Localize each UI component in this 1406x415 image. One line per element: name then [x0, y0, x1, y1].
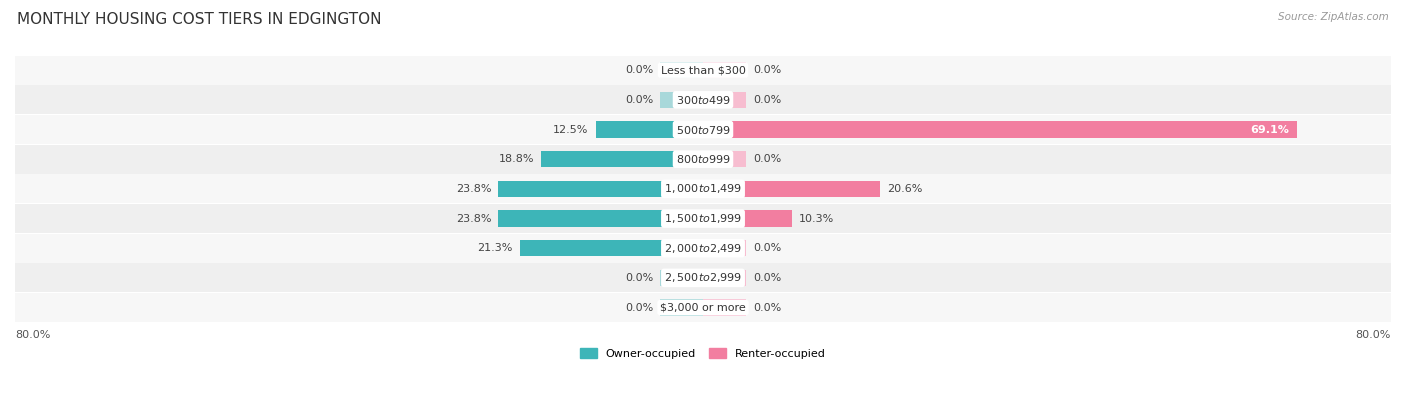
Bar	[596, 121, 703, 138]
Text: 0.0%: 0.0%	[752, 95, 782, 105]
Text: 23.8%: 23.8%	[456, 214, 492, 224]
Text: 69.1%: 69.1%	[1250, 124, 1289, 134]
Text: $500 to $799: $500 to $799	[675, 124, 731, 136]
Bar	[15, 174, 1391, 203]
Bar	[15, 115, 1391, 144]
Text: $300 to $499: $300 to $499	[675, 94, 731, 106]
Text: $2,500 to $2,999: $2,500 to $2,999	[664, 271, 742, 284]
Bar	[15, 264, 1391, 293]
Text: 10.3%: 10.3%	[799, 214, 834, 224]
Text: $800 to $999: $800 to $999	[675, 153, 731, 165]
Bar	[15, 56, 1391, 85]
Bar	[659, 62, 703, 78]
Text: 80.0%: 80.0%	[15, 330, 51, 340]
Bar	[15, 204, 1391, 233]
Bar	[15, 293, 1391, 322]
Text: $2,000 to $2,499: $2,000 to $2,499	[664, 242, 742, 255]
Bar	[498, 210, 703, 227]
Text: 0.0%: 0.0%	[624, 95, 654, 105]
Bar	[15, 145, 1391, 174]
Text: 0.0%: 0.0%	[752, 273, 782, 283]
Bar	[15, 234, 1391, 263]
Text: 0.0%: 0.0%	[624, 273, 654, 283]
Text: Source: ZipAtlas.com: Source: ZipAtlas.com	[1278, 12, 1389, 22]
Bar	[703, 121, 1298, 138]
Bar	[659, 299, 703, 316]
Bar	[659, 92, 703, 108]
Text: 21.3%: 21.3%	[478, 243, 513, 253]
Text: $1,500 to $1,999: $1,500 to $1,999	[664, 212, 742, 225]
Bar	[703, 181, 880, 197]
Text: 0.0%: 0.0%	[752, 243, 782, 253]
Bar	[703, 240, 747, 256]
Bar	[15, 85, 1391, 115]
Text: $1,000 to $1,499: $1,000 to $1,499	[664, 182, 742, 195]
Text: 23.8%: 23.8%	[456, 184, 492, 194]
Bar	[659, 270, 703, 286]
Bar	[703, 92, 747, 108]
Text: 0.0%: 0.0%	[752, 65, 782, 75]
Bar	[520, 240, 703, 256]
Text: $3,000 or more: $3,000 or more	[661, 303, 745, 312]
Legend: Owner-occupied, Renter-occupied: Owner-occupied, Renter-occupied	[576, 344, 830, 364]
Bar	[703, 151, 747, 167]
Text: 20.6%: 20.6%	[887, 184, 922, 194]
Text: 0.0%: 0.0%	[624, 65, 654, 75]
Bar	[703, 299, 747, 316]
Bar	[541, 151, 703, 167]
Bar	[703, 210, 792, 227]
Bar	[703, 62, 747, 78]
Bar	[703, 270, 747, 286]
Text: MONTHLY HOUSING COST TIERS IN EDGINGTON: MONTHLY HOUSING COST TIERS IN EDGINGTON	[17, 12, 381, 27]
Text: 12.5%: 12.5%	[553, 124, 589, 134]
Text: Less than $300: Less than $300	[661, 65, 745, 75]
Text: 18.8%: 18.8%	[499, 154, 534, 164]
Text: 80.0%: 80.0%	[1355, 330, 1391, 340]
Bar	[498, 181, 703, 197]
Text: 0.0%: 0.0%	[752, 154, 782, 164]
Text: 0.0%: 0.0%	[752, 303, 782, 312]
Text: 0.0%: 0.0%	[624, 303, 654, 312]
